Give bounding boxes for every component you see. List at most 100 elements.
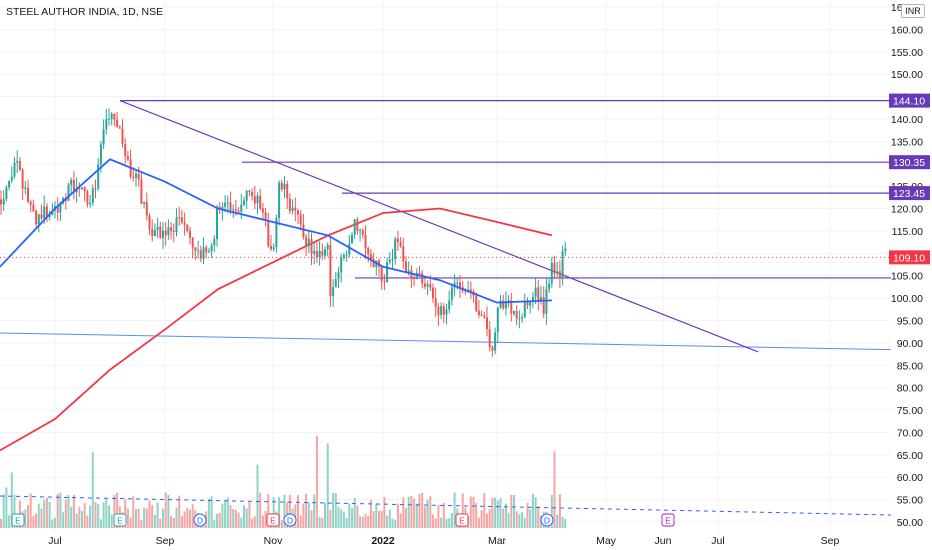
candle-body[interactable] bbox=[148, 215, 151, 229]
candle-body[interactable] bbox=[429, 284, 432, 288]
dividend-marker[interactable] bbox=[283, 513, 297, 527]
candle-body[interactable] bbox=[186, 224, 189, 231]
candle-body[interactable] bbox=[315, 250, 318, 258]
candle-body[interactable] bbox=[224, 202, 227, 207]
candle-body[interactable] bbox=[59, 203, 62, 213]
candle-body[interactable] bbox=[386, 262, 389, 283]
candle-body[interactable] bbox=[488, 329, 491, 348]
candle-body[interactable] bbox=[434, 298, 437, 307]
candle-body[interactable] bbox=[518, 318, 521, 320]
candle-body[interactable] bbox=[380, 266, 383, 282]
candle-body[interactable] bbox=[8, 180, 11, 188]
candle-body[interactable] bbox=[132, 176, 135, 178]
candle-body[interactable] bbox=[226, 202, 229, 204]
candle-body[interactable] bbox=[194, 247, 197, 251]
candle-body[interactable] bbox=[67, 184, 70, 201]
candle-body[interactable] bbox=[440, 306, 443, 315]
candle-body[interactable] bbox=[415, 272, 418, 280]
candle-body[interactable] bbox=[423, 283, 426, 287]
candle-body[interactable] bbox=[126, 156, 129, 160]
price-axis[interactable]: 50.00 55.00 60.00 65.00 70.00 75.00 80.00 85.00… bbox=[891, 2, 923, 529]
candle-body[interactable] bbox=[183, 222, 186, 225]
candle-body[interactable] bbox=[162, 230, 164, 238]
candle-body[interactable] bbox=[364, 234, 367, 249]
candle-body[interactable] bbox=[121, 128, 124, 144]
candle-body[interactable] bbox=[261, 208, 264, 213]
candle-body[interactable] bbox=[35, 210, 38, 225]
candle-body[interactable] bbox=[550, 262, 553, 284]
candle-body[interactable] bbox=[86, 191, 89, 205]
candle-body[interactable] bbox=[283, 183, 286, 190]
candle-body[interactable] bbox=[99, 144, 102, 165]
candle-body[interactable] bbox=[259, 195, 262, 209]
candle-body[interactable] bbox=[334, 279, 337, 288]
earnings-marker[interactable] bbox=[455, 513, 469, 527]
candle-body[interactable] bbox=[248, 190, 251, 193]
candle-body[interactable] bbox=[396, 238, 399, 243]
candle-body[interactable] bbox=[40, 214, 43, 219]
candle-body[interactable] bbox=[294, 207, 297, 211]
candle-body[interactable] bbox=[234, 209, 237, 211]
candle-body[interactable] bbox=[521, 317, 524, 319]
candle-body[interactable] bbox=[21, 169, 24, 189]
candle-body[interactable] bbox=[153, 229, 156, 236]
candle-body[interactable] bbox=[124, 143, 127, 157]
candle-body[interactable] bbox=[207, 251, 210, 253]
dividend-marker[interactable] bbox=[193, 513, 207, 527]
candle-body[interactable] bbox=[105, 118, 108, 130]
candle-body[interactable] bbox=[113, 113, 116, 120]
candle-body[interactable] bbox=[83, 187, 86, 192]
candle-body[interactable] bbox=[469, 289, 472, 292]
candle-body[interactable] bbox=[537, 287, 540, 301]
candle-body[interactable] bbox=[197, 250, 200, 252]
candle-body[interactable] bbox=[16, 161, 19, 163]
candle-body[interactable] bbox=[94, 188, 97, 190]
candle-body[interactable] bbox=[237, 210, 240, 212]
candle-body[interactable] bbox=[264, 212, 267, 222]
candle-body[interactable] bbox=[324, 249, 326, 256]
candle-body[interactable] bbox=[496, 307, 499, 333]
candle-body[interactable] bbox=[288, 198, 291, 212]
candle-body[interactable] bbox=[369, 254, 372, 260]
candle-body[interactable] bbox=[351, 234, 353, 244]
candle-body[interactable] bbox=[426, 284, 429, 287]
candle-body[interactable] bbox=[0, 199, 2, 205]
candle-body[interactable] bbox=[437, 306, 440, 315]
candle-body[interactable] bbox=[199, 250, 202, 259]
candle-body[interactable] bbox=[272, 247, 275, 250]
candle-body[interactable] bbox=[372, 259, 375, 268]
candle-body[interactable] bbox=[534, 287, 537, 297]
candle-body[interactable] bbox=[442, 306, 445, 315]
candle-body[interactable] bbox=[402, 246, 405, 262]
candle-body[interactable] bbox=[27, 187, 29, 202]
trendline-segment[interactable] bbox=[119, 100, 759, 353]
candle-body[interactable] bbox=[564, 248, 567, 252]
candle-body[interactable] bbox=[89, 202, 92, 205]
candle-body[interactable] bbox=[170, 227, 173, 232]
candle-body[interactable] bbox=[72, 179, 75, 193]
candle-body[interactable] bbox=[499, 300, 502, 308]
candle-body[interactable] bbox=[221, 206, 224, 210]
candle-body[interactable] bbox=[191, 237, 194, 248]
candle-body[interactable] bbox=[502, 300, 505, 309]
candle-body[interactable] bbox=[299, 214, 302, 225]
candle-body[interactable] bbox=[145, 201, 148, 216]
candle-body[interactable] bbox=[189, 230, 191, 238]
candle-body[interactable] bbox=[494, 332, 497, 351]
currency-badge[interactable]: INR bbox=[901, 4, 925, 18]
candle-body[interactable] bbox=[102, 129, 105, 145]
support-line[interactable] bbox=[0, 332, 892, 351]
candle-body[interactable] bbox=[388, 259, 391, 263]
candle-body[interactable] bbox=[156, 226, 159, 230]
candle-body[interactable] bbox=[345, 254, 348, 256]
candle-body[interactable] bbox=[353, 219, 356, 235]
candle-body[interactable] bbox=[418, 272, 421, 274]
candle-body[interactable] bbox=[321, 250, 324, 256]
candle-body[interactable] bbox=[302, 224, 305, 238]
candle-body[interactable] bbox=[329, 244, 332, 297]
candle-body[interactable] bbox=[332, 287, 335, 297]
candle-body[interactable] bbox=[318, 250, 321, 258]
candle-body[interactable] bbox=[280, 182, 283, 190]
candle-body[interactable] bbox=[270, 245, 272, 250]
